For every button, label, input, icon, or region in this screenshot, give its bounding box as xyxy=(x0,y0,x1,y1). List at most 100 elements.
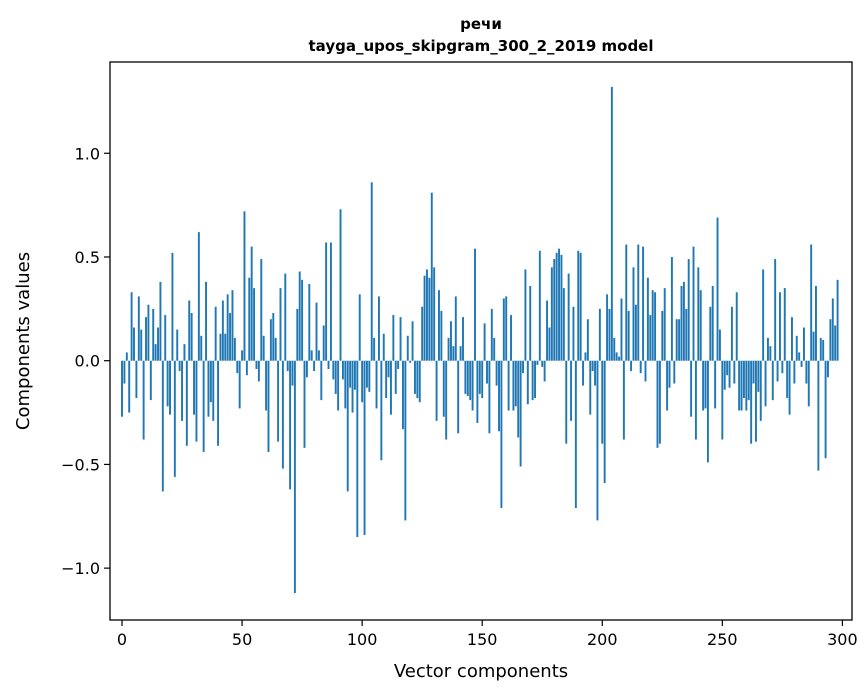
bar-231 xyxy=(675,319,678,361)
bar-9 xyxy=(142,360,145,440)
bar-47 xyxy=(233,337,236,361)
bar-67 xyxy=(281,360,284,469)
bar-93 xyxy=(344,360,347,409)
bar-20 xyxy=(169,360,171,415)
bar-193 xyxy=(584,352,587,361)
bar-169 xyxy=(526,360,529,405)
bar-73 xyxy=(296,308,299,361)
bar-53 xyxy=(248,277,251,361)
bar-285 xyxy=(805,360,808,384)
bar-240 xyxy=(697,267,700,361)
bar-101 xyxy=(363,360,366,535)
bar-161 xyxy=(507,360,510,411)
bar-216 xyxy=(639,360,642,374)
bar-287 xyxy=(810,244,813,361)
bar-268 xyxy=(764,360,767,407)
bars-group xyxy=(121,86,839,594)
bar-102 xyxy=(365,360,368,388)
x-tick-label: 50 xyxy=(232,630,252,649)
bar-298 xyxy=(836,279,839,361)
y-axis-ticks: −1.0 −0.5 0.0 0.5 1.0 xyxy=(61,144,110,578)
bar-147 xyxy=(474,248,476,361)
bar-138 xyxy=(452,346,455,361)
bar-294 xyxy=(827,360,829,378)
bar-181 xyxy=(555,252,558,361)
bar-246 xyxy=(711,286,714,361)
bar-123 xyxy=(416,360,419,399)
y-tick-label: 1.0 xyxy=(75,144,100,163)
x-tick-label: 300 xyxy=(827,630,858,649)
bar-26 xyxy=(183,344,186,361)
bar-52 xyxy=(245,360,248,376)
bar-15 xyxy=(157,327,159,361)
bar-234 xyxy=(682,281,685,361)
bar-133 xyxy=(440,310,443,361)
bar-165 xyxy=(517,360,520,438)
bar-61 xyxy=(267,360,270,452)
bar-110 xyxy=(385,360,388,399)
bar-180 xyxy=(553,259,556,361)
bar-157 xyxy=(498,360,500,432)
bar-46 xyxy=(231,290,234,361)
bar-45 xyxy=(229,313,232,361)
bar-264 xyxy=(754,360,757,442)
bar-66 xyxy=(279,288,282,361)
bar-83 xyxy=(320,360,323,401)
bar-139 xyxy=(454,296,457,361)
bar-90 xyxy=(337,360,340,411)
bar-255 xyxy=(733,360,736,384)
bar-201 xyxy=(603,360,606,484)
bar-103 xyxy=(368,360,371,392)
bar-198 xyxy=(596,360,599,521)
bar-24 xyxy=(178,360,181,372)
bar-27 xyxy=(185,360,188,446)
bar-134 xyxy=(442,360,445,417)
bar-283 xyxy=(800,360,803,367)
y-axis-label: Components values xyxy=(13,252,34,430)
bar-130 xyxy=(433,267,436,361)
bar-11 xyxy=(147,304,150,361)
bar-149 xyxy=(478,360,481,394)
bar-80 xyxy=(313,360,316,372)
bar-68 xyxy=(284,273,287,361)
bar-204 xyxy=(610,86,613,361)
x-axis-label: Vector components xyxy=(394,661,568,682)
bar-75 xyxy=(301,279,304,361)
bar-71 xyxy=(291,360,294,386)
bar-257 xyxy=(738,360,741,411)
bar-208 xyxy=(620,298,623,361)
bar-59 xyxy=(262,335,265,361)
bar-109 xyxy=(382,333,385,361)
bar-84 xyxy=(322,325,325,361)
bar-136 xyxy=(447,337,450,361)
bar-274 xyxy=(779,292,781,361)
bar-277 xyxy=(786,360,789,399)
bar-111 xyxy=(387,360,390,378)
bar-5 xyxy=(133,327,135,361)
bar-60 xyxy=(265,360,268,411)
bar-87 xyxy=(329,242,332,361)
y-tick-label: 0.5 xyxy=(75,248,100,267)
bar-159 xyxy=(502,298,505,361)
bar-105 xyxy=(373,337,376,361)
bar-79 xyxy=(310,350,313,361)
bar-127 xyxy=(426,269,428,361)
bar-81 xyxy=(315,302,318,361)
bar-122 xyxy=(414,360,416,394)
bar-185 xyxy=(565,360,568,444)
y-tick-label: −1.0 xyxy=(61,559,100,578)
bar-17 xyxy=(161,360,164,492)
bar-28 xyxy=(188,300,191,361)
bar-220 xyxy=(649,315,652,361)
bar-249 xyxy=(718,329,721,361)
bar-171 xyxy=(531,360,534,401)
bar-154 xyxy=(490,308,493,361)
bar-3 xyxy=(128,360,131,413)
bar-177 xyxy=(546,300,548,361)
bar-284 xyxy=(803,327,805,361)
bar-8 xyxy=(140,329,143,361)
bar-112 xyxy=(389,360,392,415)
x-tick-label: 0 xyxy=(117,630,127,649)
bar-227 xyxy=(666,360,669,411)
bar-69 xyxy=(286,360,289,372)
